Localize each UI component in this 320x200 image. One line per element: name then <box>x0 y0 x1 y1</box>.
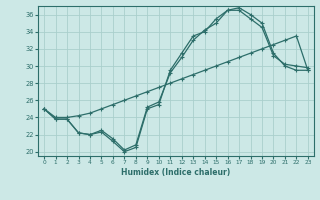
X-axis label: Humidex (Indice chaleur): Humidex (Indice chaleur) <box>121 168 231 177</box>
